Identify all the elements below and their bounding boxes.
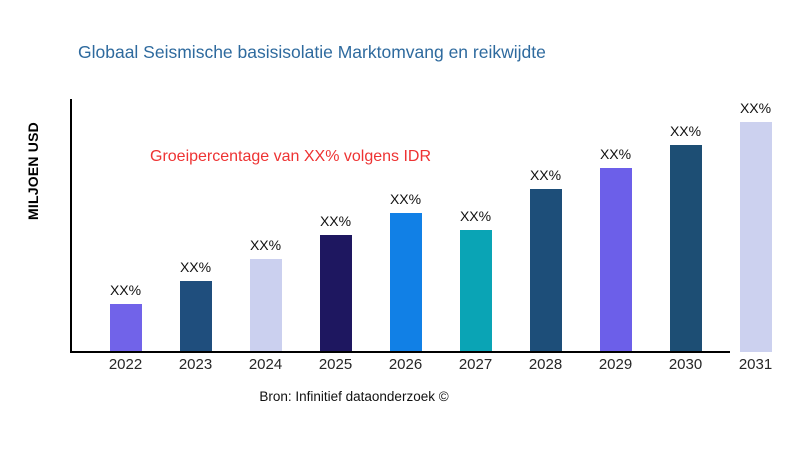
- bar-value-label-2028: XX%: [529, 167, 562, 183]
- y-axis-label: MILJOEN USD: [25, 122, 41, 220]
- growth-rate-annotation: Groeipercentage van XX% volgens IDR: [150, 148, 432, 165]
- bar-2026: [389, 213, 422, 352]
- bar-value-label-2023: XX%: [179, 259, 212, 275]
- x-tick-label-2023: 2023: [178, 356, 213, 373]
- x-tick-label-2026: 2026: [388, 356, 423, 373]
- chart-title: Globaal Seismische basisisolatie Marktom…: [78, 42, 546, 62]
- bar-value-label-2025: XX%: [319, 213, 352, 229]
- x-tick-label-2030: 2030: [668, 356, 703, 373]
- bar-2030: [669, 145, 702, 352]
- bar-value-label-2022: XX%: [109, 282, 142, 298]
- x-tick-label-2031: 2031: [738, 356, 773, 373]
- x-tick-label-2024: 2024: [248, 356, 283, 373]
- x-tick-label-2028: 2028: [528, 356, 563, 373]
- x-tick-label-2022: 2022: [108, 356, 143, 373]
- bar-value-label-2030: XX%: [669, 123, 702, 139]
- bar-2023: [179, 281, 212, 352]
- bar-2028: [529, 189, 562, 352]
- y-axis-line: [70, 99, 72, 353]
- x-tick-label-2029: 2029: [598, 356, 633, 373]
- source-attribution: Bron: Infinitief dataonderzoek ©: [259, 389, 449, 404]
- bar-2027: [459, 230, 492, 352]
- bar-2029: [599, 168, 632, 352]
- bar-2031: [739, 122, 772, 352]
- bar-value-label-2031: XX%: [739, 100, 772, 116]
- x-tick-label-2027: 2027: [458, 356, 493, 373]
- bar-value-label-2029: XX%: [599, 146, 632, 162]
- bar-value-label-2024: XX%: [249, 237, 282, 253]
- bar-value-label-2026: XX%: [389, 191, 422, 207]
- x-tick-label-2025: 2025: [318, 356, 353, 373]
- bar-2025: [319, 235, 352, 352]
- bar-2022: [109, 304, 142, 352]
- x-axis-line: [70, 350, 730, 353]
- bar-value-label-2027: XX%: [459, 208, 492, 224]
- bar-2024: [249, 259, 282, 352]
